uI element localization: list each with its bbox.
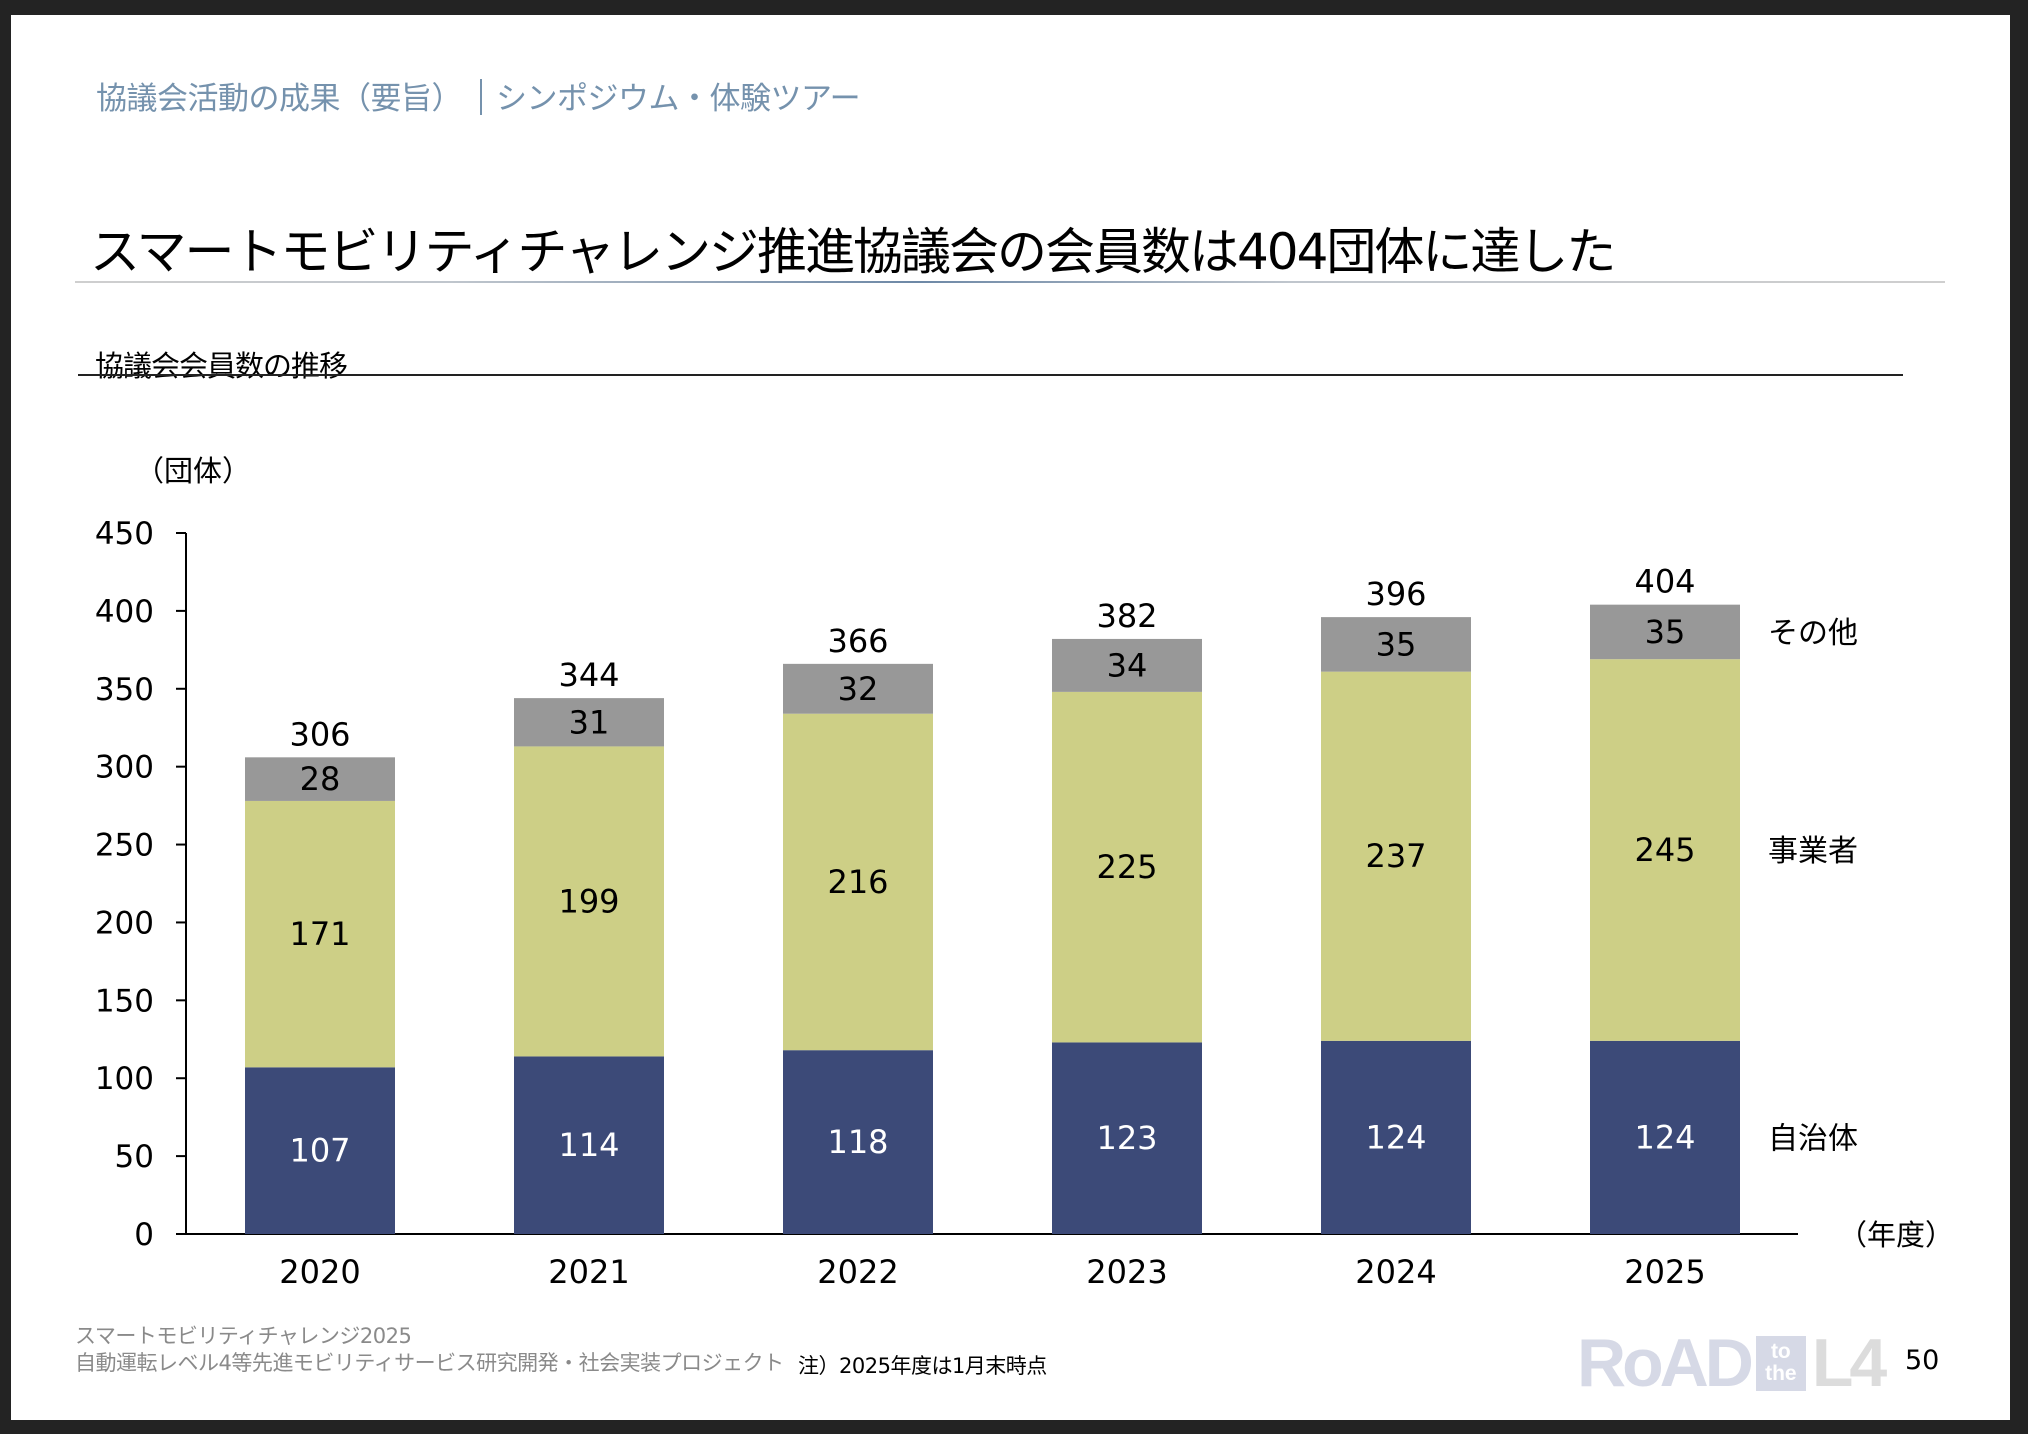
total-value-label: 382 bbox=[1096, 597, 1157, 635]
subsection-title: シンポジウム・体験ツアー bbox=[496, 81, 861, 117]
logo-to: to bbox=[1770, 1340, 1791, 1363]
segment-value-label: 124 bbox=[1365, 1118, 1426, 1156]
segment-value-label: 28 bbox=[300, 760, 341, 798]
bar-segment bbox=[1321, 671, 1471, 1041]
road-to-the-l4-logo: RoAD to the L4 bbox=[1577, 1325, 1887, 1401]
section-header: 協議会活動の成果（要旨） シンポジウム・体験ツアー bbox=[96, 73, 861, 118]
y-axis-unit-label: （団体） bbox=[135, 454, 251, 488]
total-value-label: 344 bbox=[558, 656, 619, 694]
segment-value-label: 31 bbox=[569, 703, 610, 741]
y-tick-label: 350 bbox=[95, 672, 154, 708]
x-axis-unit-label: （年度） bbox=[1838, 1218, 1954, 1252]
y-tick-label: 250 bbox=[95, 828, 154, 864]
footer-line-2: 自動運転レベル4等先進モビリティサービス研究開発・社会実装プロジェクト bbox=[75, 1351, 784, 1375]
bar-segment bbox=[783, 713, 933, 1051]
segment-value-label: 118 bbox=[827, 1123, 888, 1161]
chart-heading: 協議会会員数の推移 bbox=[95, 349, 348, 383]
segment-value-label: 171 bbox=[289, 915, 350, 953]
bars bbox=[245, 604, 1740, 1234]
bar-segment bbox=[245, 800, 395, 1068]
bar-segment bbox=[245, 757, 395, 801]
y-tick-label: 400 bbox=[95, 594, 154, 630]
footer-line-1: スマートモビリティチャレンジ2025 bbox=[75, 1324, 412, 1348]
bar-segment bbox=[514, 746, 664, 1057]
y-tick-label: 300 bbox=[95, 750, 154, 786]
segment-value-label: 35 bbox=[1645, 613, 1686, 651]
footer-note: 注）2025年度は1月末時点 bbox=[798, 1354, 1047, 1378]
x-tick-label: 2021 bbox=[548, 1253, 629, 1291]
x-tick-label: 2023 bbox=[1086, 1253, 1167, 1291]
y-tick-label: 100 bbox=[95, 1061, 154, 1097]
bar-segment bbox=[1052, 1042, 1202, 1234]
bar-segment bbox=[1321, 617, 1471, 672]
y-tick-label: 50 bbox=[115, 1139, 154, 1175]
y-tick-label: 150 bbox=[95, 983, 154, 1019]
bar-segment bbox=[1590, 1040, 1740, 1234]
bar-segment bbox=[245, 1067, 395, 1234]
segment-value-label: 123 bbox=[1096, 1119, 1157, 1157]
segment-value-label: 107 bbox=[289, 1132, 350, 1170]
segment-value-label: 225 bbox=[1096, 848, 1157, 886]
y-tick-label: 200 bbox=[95, 905, 154, 941]
section-title: 協議会活動の成果（要旨） bbox=[96, 81, 463, 117]
segment-value-label: 245 bbox=[1634, 831, 1695, 869]
logo-road: RoAD bbox=[1577, 1325, 1754, 1401]
logo-the: the bbox=[1765, 1362, 1797, 1385]
segment-value-label: 216 bbox=[827, 863, 888, 901]
bar-segment bbox=[1052, 638, 1202, 692]
segment-value-label: 124 bbox=[1634, 1118, 1695, 1156]
x-tick-label: 2022 bbox=[817, 1253, 898, 1291]
bar-segment bbox=[1321, 1040, 1471, 1234]
segment-value-label: 114 bbox=[558, 1126, 619, 1164]
page-title: スマートモビリティチャレンジ推進協議会の会員数は404団体に達した bbox=[90, 223, 1616, 281]
total-value-label: 306 bbox=[289, 715, 350, 753]
logo-to-the: to the bbox=[1755, 1335, 1806, 1391]
y-tick-label: 0 bbox=[134, 1217, 154, 1253]
total-value-label: 404 bbox=[1634, 563, 1695, 601]
y-tick-label: 450 bbox=[95, 516, 154, 552]
bar-segment bbox=[783, 663, 933, 714]
segment-value-label: 32 bbox=[838, 670, 879, 708]
bar-segment bbox=[514, 1056, 664, 1234]
legend-label: 自治体 bbox=[1768, 1121, 1858, 1156]
footer-project: スマートモビリティチャレンジ2025 自動運転レベル4等先進モビリティサービス研… bbox=[75, 1323, 784, 1377]
segment-value-label: 34 bbox=[1107, 646, 1148, 684]
legend-label: 事業者 bbox=[1768, 834, 1858, 869]
segment-value-label: 199 bbox=[558, 882, 619, 920]
total-value-label: 366 bbox=[827, 622, 888, 660]
legend-label: その他 bbox=[1768, 616, 1858, 651]
total-value-label: 396 bbox=[1365, 575, 1426, 613]
x-tick-label: 2025 bbox=[1624, 1253, 1705, 1291]
bar-segment bbox=[1590, 604, 1740, 660]
x-tick-label: 2024 bbox=[1355, 1253, 1436, 1291]
x-tick-label: 2020 bbox=[279, 1253, 360, 1291]
chart-heading-divider bbox=[78, 374, 1903, 376]
bar-segment bbox=[514, 698, 664, 747]
bar-segment bbox=[1052, 691, 1202, 1043]
bar-segment bbox=[1590, 659, 1740, 1041]
page-number: 50 bbox=[1905, 1345, 1940, 1376]
axes: 0 50 100 150 200 250 300 350 400 450 bbox=[95, 516, 1798, 1253]
data-labels: 107 171 28 306 2020 114 199 31 344 2021 118 216 32 36… bbox=[279, 563, 1705, 1291]
bar-segment bbox=[783, 1050, 933, 1234]
segment-value-label: 237 bbox=[1365, 837, 1426, 875]
header-separator bbox=[480, 79, 482, 115]
title-divider bbox=[75, 281, 1945, 283]
logo-l4: L4 bbox=[1811, 1325, 1887, 1401]
segment-value-label: 35 bbox=[1376, 625, 1417, 663]
